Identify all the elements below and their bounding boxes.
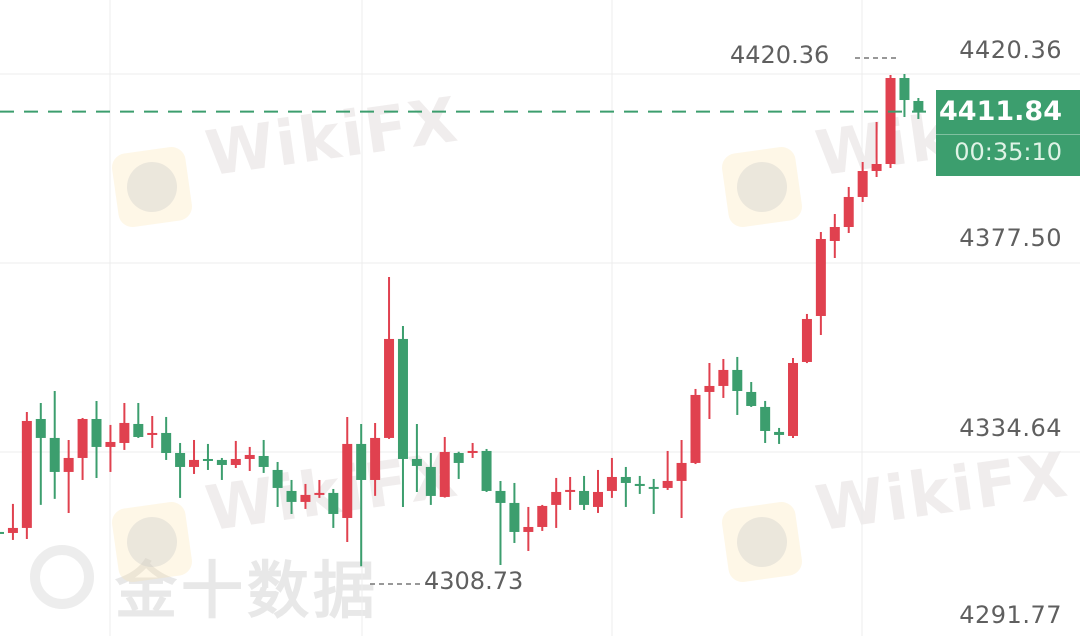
candle-body: [384, 338, 395, 438]
candle-body: [467, 450, 478, 453]
candle-body: [592, 491, 603, 507]
low-marker-label: 4308.73: [424, 567, 524, 595]
candle-body: [718, 369, 729, 386]
candle-body: [495, 490, 506, 503]
candle-body: [175, 452, 186, 467]
candle-body: [523, 526, 534, 532]
candle-countdown: 00:35:10: [954, 138, 1062, 166]
candle-body: [411, 458, 422, 466]
candle-body: [300, 494, 311, 502]
candle-body: [21, 420, 32, 528]
candle-body: [676, 462, 687, 481]
candle-body: [105, 441, 116, 447]
candle-body: [35, 418, 46, 438]
candle-body: [913, 100, 924, 112]
y-tick-label: 4420.36: [959, 36, 1062, 64]
candle-body: [258, 455, 269, 467]
candle-body: [133, 423, 144, 437]
divider: [936, 134, 1080, 135]
candle-body: [189, 459, 200, 467]
candle-body: [843, 196, 854, 228]
candle-body: [620, 476, 631, 483]
candle-body: [634, 483, 645, 486]
candle-body: [49, 437, 60, 472]
candle-body: [829, 227, 840, 241]
candle-body: [509, 502, 520, 532]
y-tick-label: 4334.64: [959, 414, 1062, 442]
last-price: 4411.84: [939, 96, 1062, 127]
candle-body: [801, 318, 812, 362]
candle-body: [565, 489, 576, 492]
candle-body: [537, 505, 548, 527]
candle-body: [746, 391, 757, 406]
candle-body: [63, 457, 74, 472]
candle-body: [648, 486, 659, 489]
high-marker-label: 4420.36: [730, 41, 830, 69]
candle-body: [788, 362, 799, 436]
candle-body: [704, 385, 715, 392]
y-tick-label: 4377.50: [959, 224, 1062, 252]
candle-body: [7, 527, 18, 533]
candle-body: [286, 490, 297, 502]
candle-body: [0, 531, 4, 534]
candle-body: [871, 163, 882, 172]
candle-body: [885, 78, 896, 164]
jin10-logo-icon: [30, 545, 94, 609]
candle-body: [453, 452, 464, 463]
candle-body: [342, 443, 353, 518]
candle-body: [230, 458, 241, 465]
candle-body: [774, 431, 785, 435]
candle-body: [551, 491, 562, 505]
candle-body: [481, 450, 492, 491]
y-tick-label: 4291.77: [959, 601, 1062, 629]
candle-body: [147, 432, 158, 435]
candle-body: [91, 418, 102, 447]
candle-body: [77, 418, 88, 458]
candle-body: [119, 422, 130, 443]
candle-body: [356, 443, 367, 480]
candle-body: [314, 492, 325, 495]
last-price-tag: 4411.84 00:35:10: [936, 90, 1080, 176]
candle-body: [662, 480, 673, 488]
candle-body: [857, 171, 868, 197]
candle-body: [161, 432, 172, 453]
candle-body: [606, 476, 617, 491]
candle-body: [439, 451, 450, 497]
candle-body: [815, 238, 826, 316]
candle-body: [328, 492, 339, 514]
candle-body: [272, 469, 283, 488]
candle-body: [202, 458, 213, 461]
candle-body: [244, 454, 255, 459]
candle-body: [397, 338, 408, 459]
candle-body: [370, 437, 381, 480]
candle-body: [216, 459, 227, 465]
candle-body: [690, 394, 701, 463]
candle-body: [760, 406, 771, 431]
candle-body: [579, 490, 590, 505]
candle-body: [899, 78, 910, 101]
candle-body: [732, 369, 743, 391]
candle-body: [425, 466, 436, 496]
